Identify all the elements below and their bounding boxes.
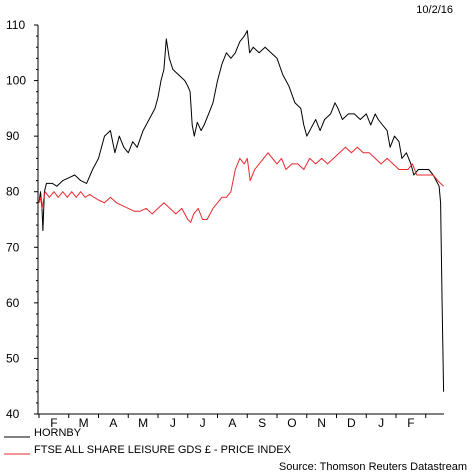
x-tick-label: A [109,416,117,430]
series-lines [38,30,445,392]
legend-label-ftse: FTSE ALL SHARE LEISURE GDS £ - PRICE IND… [34,444,292,456]
date-stamp: 10/2/16 [416,4,453,16]
x-tick-label: M [79,416,89,430]
y-tick-label: 110 [6,18,25,32]
source-note: Source: Thomson Reuters Datastream [279,461,467,473]
x-tick-label: F [50,416,57,430]
x-tick-label: A [228,416,236,430]
x-tick-label: S [258,416,266,430]
y-tick-label: 90 [6,129,20,143]
y-tick-label: 80 [6,185,20,199]
legend-entry-ftse: FTSE ALL SHARE LEISURE GDS £ - PRICE IND… [4,444,292,456]
x-tick-label: D [347,416,356,430]
y-tick-label: 70 [6,240,20,254]
y-axis-tick-labels: 40 50 60 70 80 90 100 110 [6,18,26,421]
x-tick-label: J [200,416,206,430]
y-axis-ticks [34,24,38,415]
legend-label-hornby: HORNBY [34,427,82,439]
x-tick-label: O [287,416,296,430]
x-tick-label: F [407,416,414,430]
legend: HORNBY FTSE ALL SHARE LEISURE GDS £ - PR… [4,427,292,456]
series-line-hornby [38,30,445,392]
y-tick-label: 60 [6,296,20,310]
y-tick-label: 40 [6,407,20,421]
x-tick-label: M [138,416,148,430]
y-tick-label: 100 [6,74,26,88]
x-tick-label: J [170,416,176,430]
x-tick-label: J [378,416,384,430]
x-tick-label: N [317,416,326,430]
series-line-ftse-leisure [38,146,444,223]
y-tick-label: 50 [6,351,20,365]
x-axis-ticks [38,414,427,418]
legend-entry-hornby: HORNBY [4,427,82,439]
